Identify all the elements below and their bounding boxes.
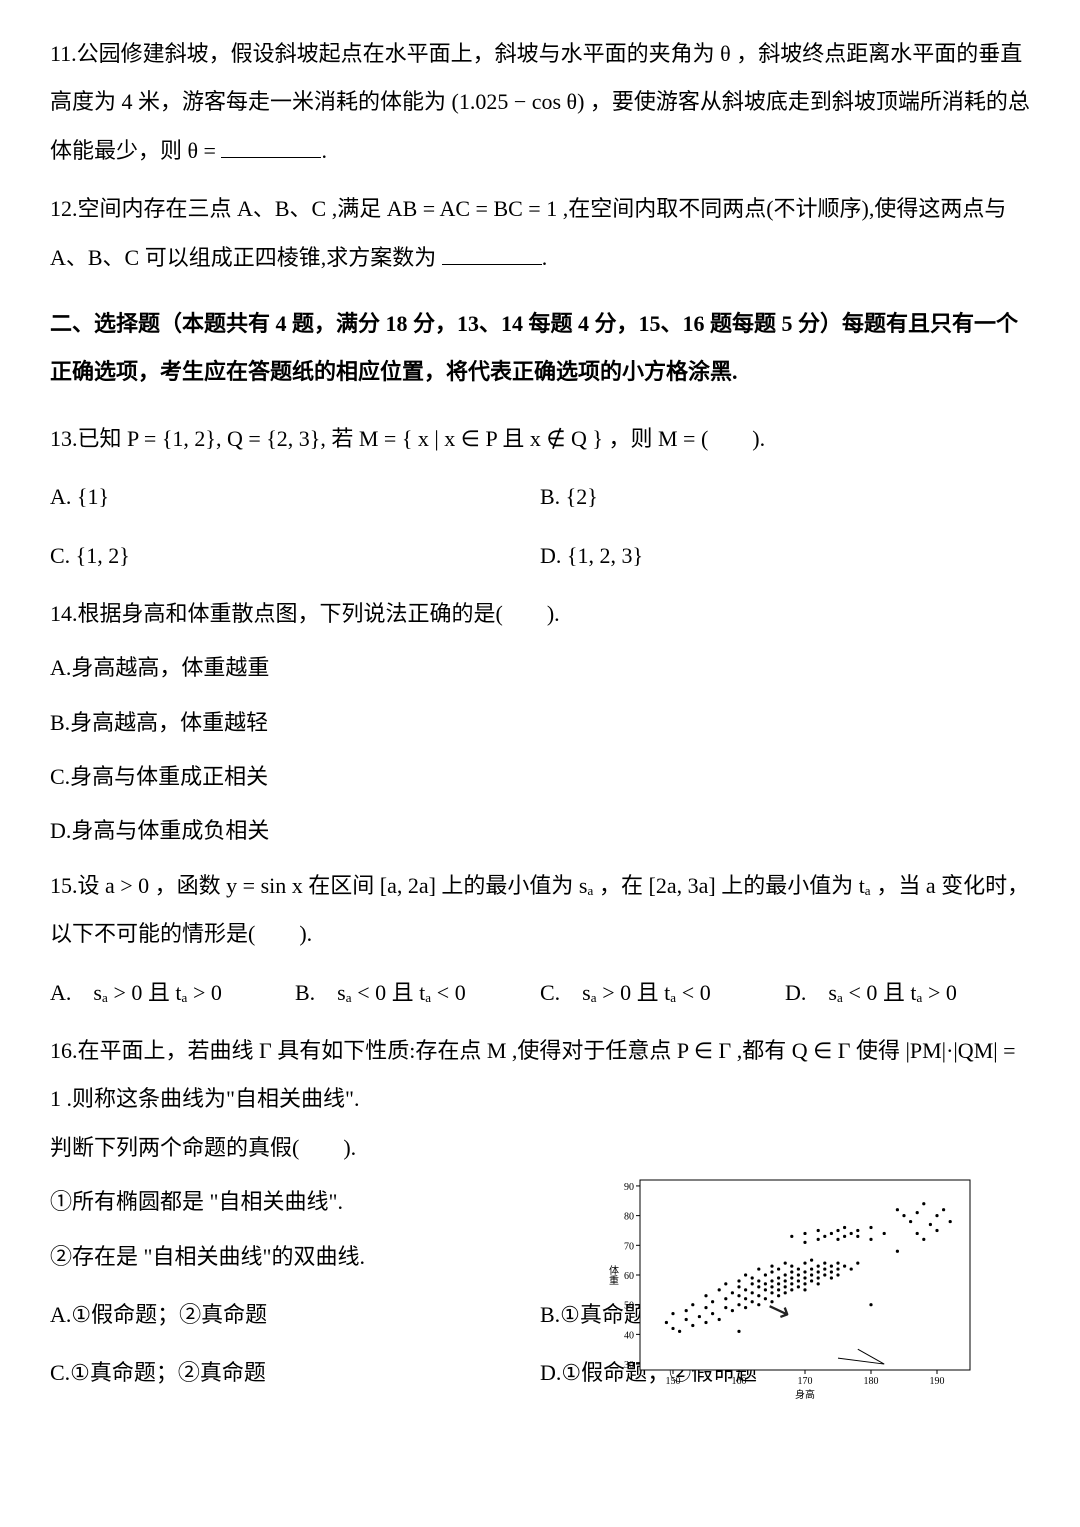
period-12: . — [542, 245, 548, 270]
problem-14: 14.根据身高和体重散点图，下列说法正确的是( ). A.身高越高，体重越重 B… — [50, 590, 1030, 856]
period-11: . — [321, 138, 327, 163]
problem-15-stem: 15.设 a > 0 ，函数 y = sin x 在区间 [a, 2a] 上的最… — [50, 862, 1030, 959]
svg-text:体重: 体重 — [607, 1265, 619, 1285]
problem-14-stem: 14.根据身高和体重散点图，下列说法正确的是( ). — [50, 590, 570, 638]
p14-option-c: C.身高与体重成正相关 — [50, 753, 570, 801]
problem-12: 12.空间内存在三点 A、B、C ,满足 AB = AC = BC = 1 ,在… — [50, 185, 1030, 282]
problem-11: 11.公园修建斜坡，假设斜坡起点在水平面上，斜坡与水平面的夹角为 θ ，斜坡终点… — [50, 30, 1030, 175]
p13-option-a: A. {1} — [50, 473, 540, 521]
svg-text:190: 190 — [930, 1376, 945, 1387]
p16-option-c: C.①真命题；②真命题 — [50, 1349, 540, 1397]
problem-11-text: 11.公园修建斜坡，假设斜坡起点在水平面上，斜坡与水平面的夹角为 θ ，斜坡终点… — [50, 41, 1030, 163]
problem-13-stem: 13.已知 P = {1, 2}, Q = {2, 3}, 若 M = { x … — [50, 415, 1030, 463]
svg-text:30: 30 — [624, 1360, 634, 1371]
p16-option-a: A.①假命题；②真命题 — [50, 1291, 540, 1339]
blank-11 — [221, 136, 321, 158]
p15-option-d: D. sₐ < 0 且 tₐ > 0 — [785, 969, 1030, 1017]
svg-text:180: 180 — [864, 1376, 879, 1387]
p13-option-c: C. {1, 2} — [50, 532, 540, 580]
section-2-header: 二、选择题（本题共有 4 题，满分 18 分，13、14 每题 4 分，15、1… — [50, 300, 1030, 397]
p13-option-d: D. {1, 2, 3} — [540, 532, 1030, 580]
svg-text:60: 60 — [624, 1271, 634, 1282]
scatter-svg: 30 40 50 60 70 80 90 150 160 170 180 190 体重身高 — [600, 1170, 980, 1400]
svg-text:170: 170 — [798, 1376, 813, 1387]
svg-text:90: 90 — [624, 1182, 634, 1193]
p15-option-c: C. sₐ > 0 且 tₐ < 0 — [540, 969, 785, 1017]
p14-option-a: A.身高越高，体重越重 — [50, 644, 570, 692]
problem-16-stem1: 16.在平面上，若曲线 Γ 具有如下性质:存在点 M ,使得对于任意点 P ∈ … — [50, 1027, 1030, 1124]
p14-option-d: D.身高与体重成负相关 — [50, 807, 570, 855]
problem-13: 13.已知 P = {1, 2}, Q = {2, 3}, 若 M = { x … — [50, 415, 1030, 580]
blank-12 — [442, 243, 542, 265]
p14-option-b: B.身高越高，体重越轻 — [50, 699, 570, 747]
problem-15: 15.设 a > 0 ，函数 y = sin x 在区间 [a, 2a] 上的最… — [50, 862, 1030, 1017]
svg-text:40: 40 — [624, 1330, 634, 1341]
svg-text:150: 150 — [666, 1376, 681, 1387]
svg-text:80: 80 — [624, 1212, 634, 1223]
p13-option-b: B. {2} — [540, 473, 1030, 521]
svg-text:160: 160 — [732, 1376, 747, 1387]
p15-option-b: B. sₐ < 0 且 tₐ < 0 — [295, 969, 540, 1017]
svg-text:70: 70 — [624, 1241, 634, 1252]
p15-option-a: A. sₐ > 0 且 tₐ > 0 — [50, 969, 295, 1017]
svg-text:身高: 身高 — [795, 1388, 815, 1400]
scatter-chart: 30 40 50 60 70 80 90 150 160 170 180 190 体重身高 — [600, 1170, 980, 1400]
problem-16-stem2: 判断下列两个命题的真假( ). — [50, 1124, 1030, 1172]
svg-text:50: 50 — [624, 1301, 634, 1312]
